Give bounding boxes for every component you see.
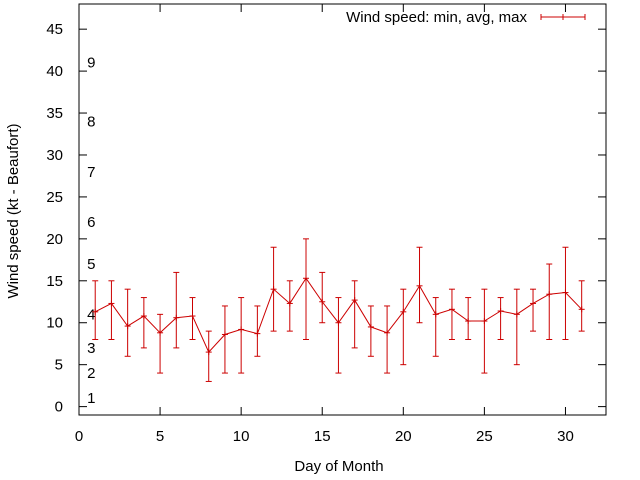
y-tick-label: 40 [46,63,63,80]
y-tick-label: 10 [46,315,63,332]
y-axis-label: Wind speed (kt - Beaufort) [5,123,22,298]
y-tick-label: 25 [46,189,63,206]
x-tick-label: 10 [233,428,250,445]
y-tick-label: 30 [46,147,63,164]
beaufort-label: 3 [87,340,95,357]
x-tick-label: 0 [75,428,83,445]
y-tick-label: 0 [55,399,63,416]
beaufort-label: 9 [87,55,95,72]
beaufort-label: 5 [87,256,95,273]
y-tick-label: 20 [46,231,63,248]
x-tick-label: 25 [476,428,493,445]
beaufort-label: 2 [87,365,95,382]
x-tick-label: 20 [395,428,412,445]
series-group [92,238,585,382]
y-tick-label: 45 [46,21,63,38]
beaufort-label: 7 [87,164,95,181]
x-tick-label: 15 [314,428,331,445]
legend-label: Wind speed: min, avg, max [346,9,527,26]
beaufort-label: 8 [87,113,95,130]
beaufort-label: 6 [87,214,95,231]
legend-sample-line [540,14,586,20]
beaufort-label: 4 [87,306,95,323]
y-tick-label: 15 [46,273,63,290]
x-tick-label: 5 [156,428,164,445]
y-tick-label: 5 [55,357,63,374]
beaufort-label: 1 [87,390,95,407]
legend: Wind speed: min, avg, max [346,9,586,26]
x-tick-label: 30 [557,428,574,445]
plot-frame [78,3,607,416]
y-tick-label: 35 [46,105,63,122]
x-axis-label: Day of Month [294,458,383,475]
